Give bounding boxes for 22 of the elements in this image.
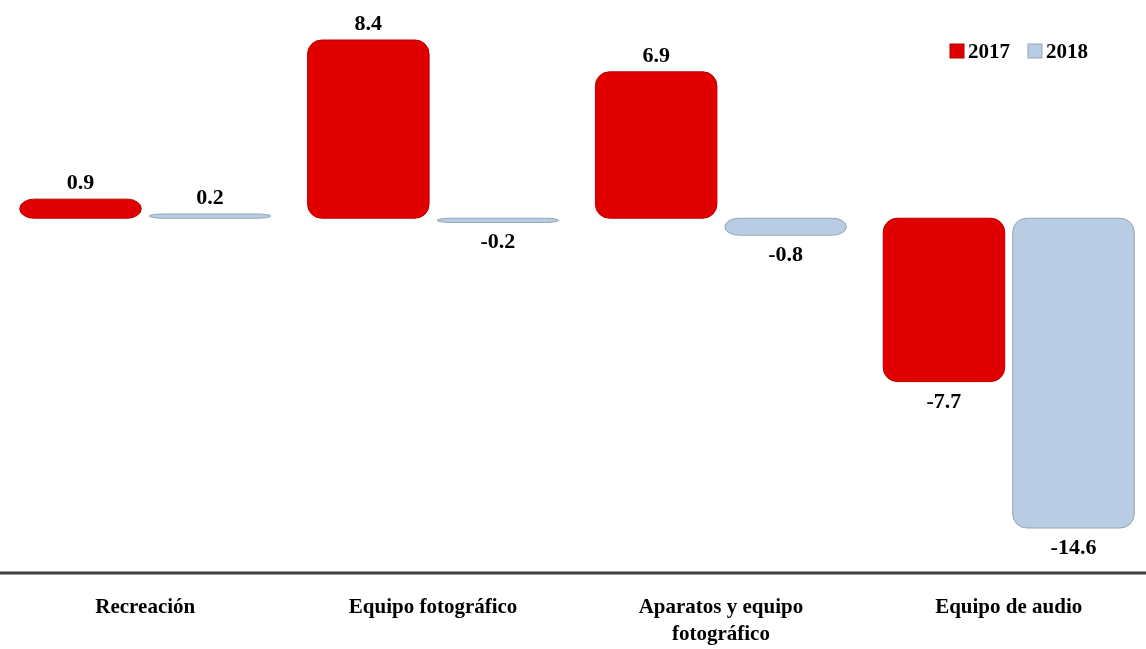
bar (594, 71, 718, 219)
data-label: 0.9 (66, 169, 95, 195)
bar (148, 213, 272, 219)
x-tick-label: Recreación (95, 594, 196, 618)
bar (307, 39, 430, 219)
x-tick-label: Aparatos y equipo fotográfico (638, 594, 804, 645)
x-tick-label: Equipo de audio (935, 594, 1083, 618)
legend-label: 2017 (968, 39, 1010, 63)
bar (724, 217, 847, 236)
data-label: -0.8 (768, 241, 804, 267)
data-label: -0.2 (480, 228, 516, 254)
data-label: 6.9 (642, 41, 670, 67)
bar (436, 217, 560, 223)
data-label: -14.6 (1050, 534, 1097, 559)
data-label: 8.4 (354, 10, 383, 35)
bar (1012, 217, 1135, 529)
data-label: 0.2 (196, 183, 224, 209)
data-label: -7.7 (926, 387, 962, 413)
x-tick-label: Equipo fotográfico (348, 594, 518, 618)
legend-label: 2018 (1046, 39, 1088, 63)
bar (882, 217, 1006, 383)
bar (19, 198, 142, 219)
